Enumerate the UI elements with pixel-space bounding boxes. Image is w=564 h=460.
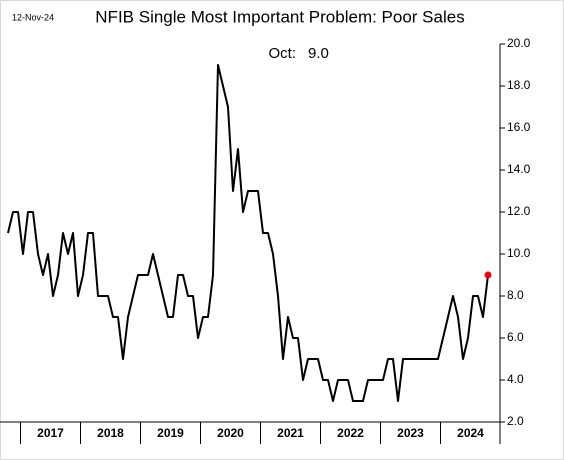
x-tick-label: 2020 (217, 426, 244, 440)
y-tick-label: 12.0 (507, 204, 531, 218)
y-tick-label: 20.0 (507, 36, 531, 50)
x-tick-label: 2021 (277, 426, 304, 440)
chart-title: NFIB Single Most Important Problem: Poor… (95, 7, 464, 26)
y-tick-label: 10.0 (507, 246, 531, 260)
y-tick-label: 4.0 (507, 372, 524, 386)
y-tick-label: 14.0 (507, 162, 531, 176)
y-tick-label: 16.0 (507, 120, 531, 134)
x-tick-label: 2019 (157, 426, 184, 440)
x-tick-label: 2017 (37, 426, 64, 440)
data-line (7, 64, 489, 402)
y-tick-label: 2.0 (507, 414, 524, 428)
annotation-value: 9.0 (308, 45, 329, 62)
x-tick-label: 2024 (457, 426, 484, 440)
y-tick-label: 18.0 (507, 78, 531, 92)
annotation-text: Oct: (268, 45, 296, 62)
y-tick-label: 8.0 (507, 288, 524, 302)
date-label: 12-Nov-24 (12, 12, 54, 22)
y-tick-label: 6.0 (507, 330, 524, 344)
x-tick-label: 2018 (97, 426, 124, 440)
x-tick-label: 2022 (337, 426, 364, 440)
last-point (484, 271, 492, 279)
x-tick-label: 2023 (397, 426, 424, 440)
